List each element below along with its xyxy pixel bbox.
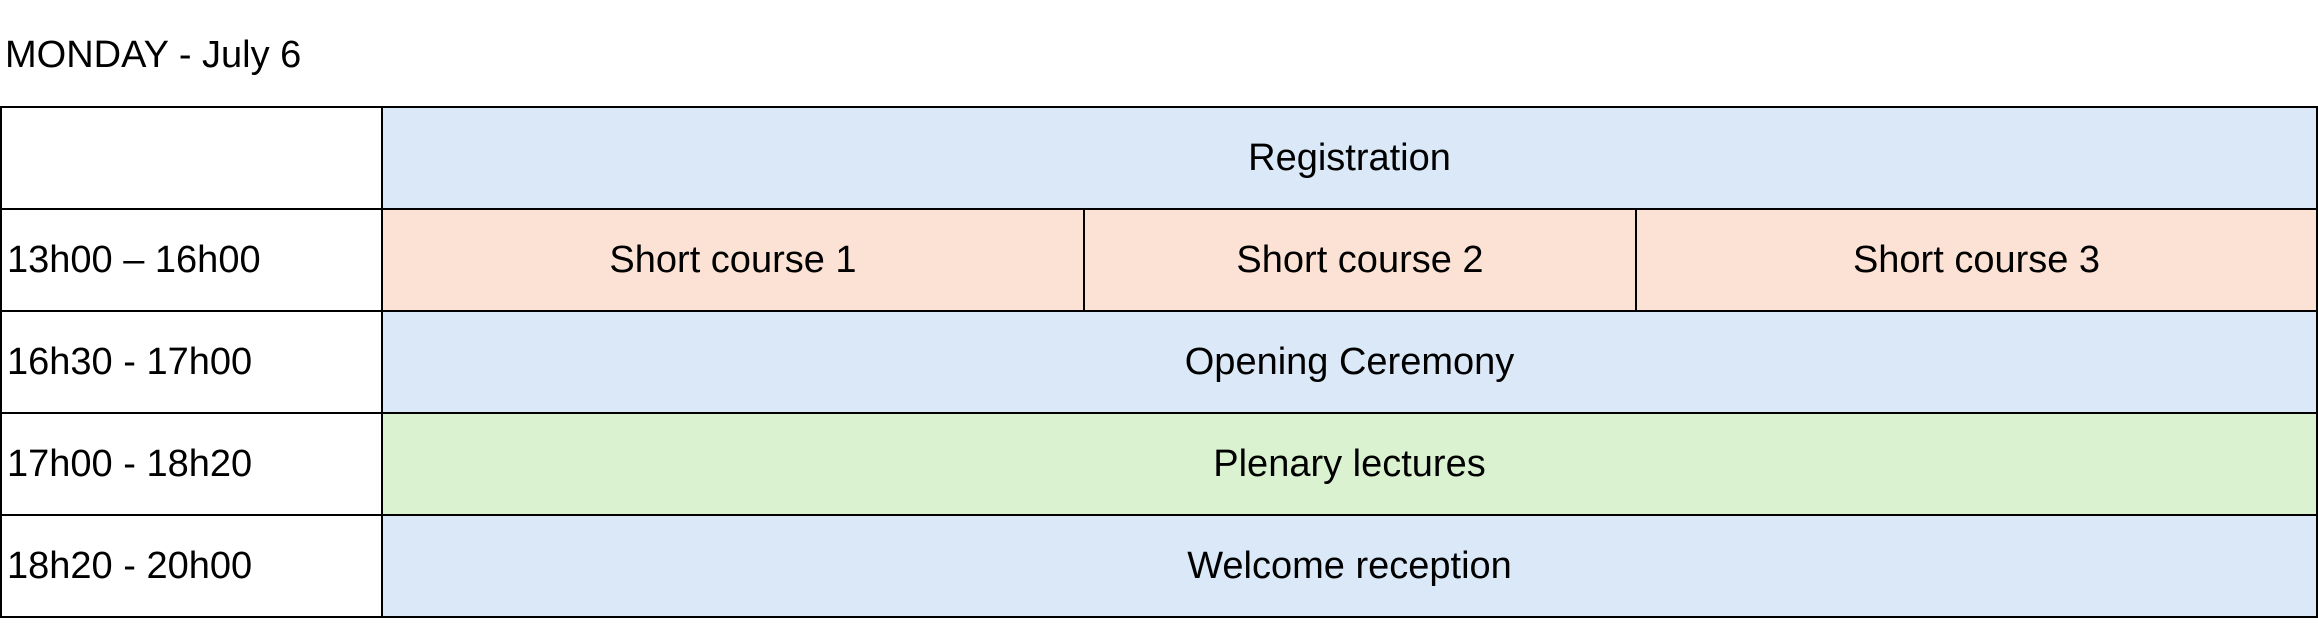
table-row: 18h20 - 20h00 Welcome reception [0,514,2318,618]
event-short-course-2: Short course 2 [1083,208,1637,312]
table-row: 13h00 – 16h00 Short course 1 Short cours… [0,208,2318,312]
event-registration: Registration [380,106,2318,210]
event-plenary-lectures: Plenary lectures [380,412,2318,516]
table-row: Registration [0,106,2318,210]
event-short-course-1: Short course 1 [381,208,1085,312]
event-short-course-3: Short course 3 [1634,208,2318,312]
time-cell: 17h00 - 18h20 [0,412,383,516]
table-row: 17h00 - 18h20 Plenary lectures [0,412,2318,516]
time-cell: 18h20 - 20h00 [0,514,383,618]
day-title: MONDAY - July 6 [5,34,302,76]
event-welcome-reception: Welcome reception [380,514,2318,618]
schedule-table: Registration 13h00 – 16h00 Short course … [0,106,2318,618]
time-cell: 16h30 - 17h00 [0,310,383,414]
time-cell: 13h00 – 16h00 [0,208,383,312]
event-opening-ceremony: Opening Ceremony [380,310,2318,414]
time-cell [0,106,383,210]
table-row: 16h30 - 17h00 Opening Ceremony [0,310,2318,414]
